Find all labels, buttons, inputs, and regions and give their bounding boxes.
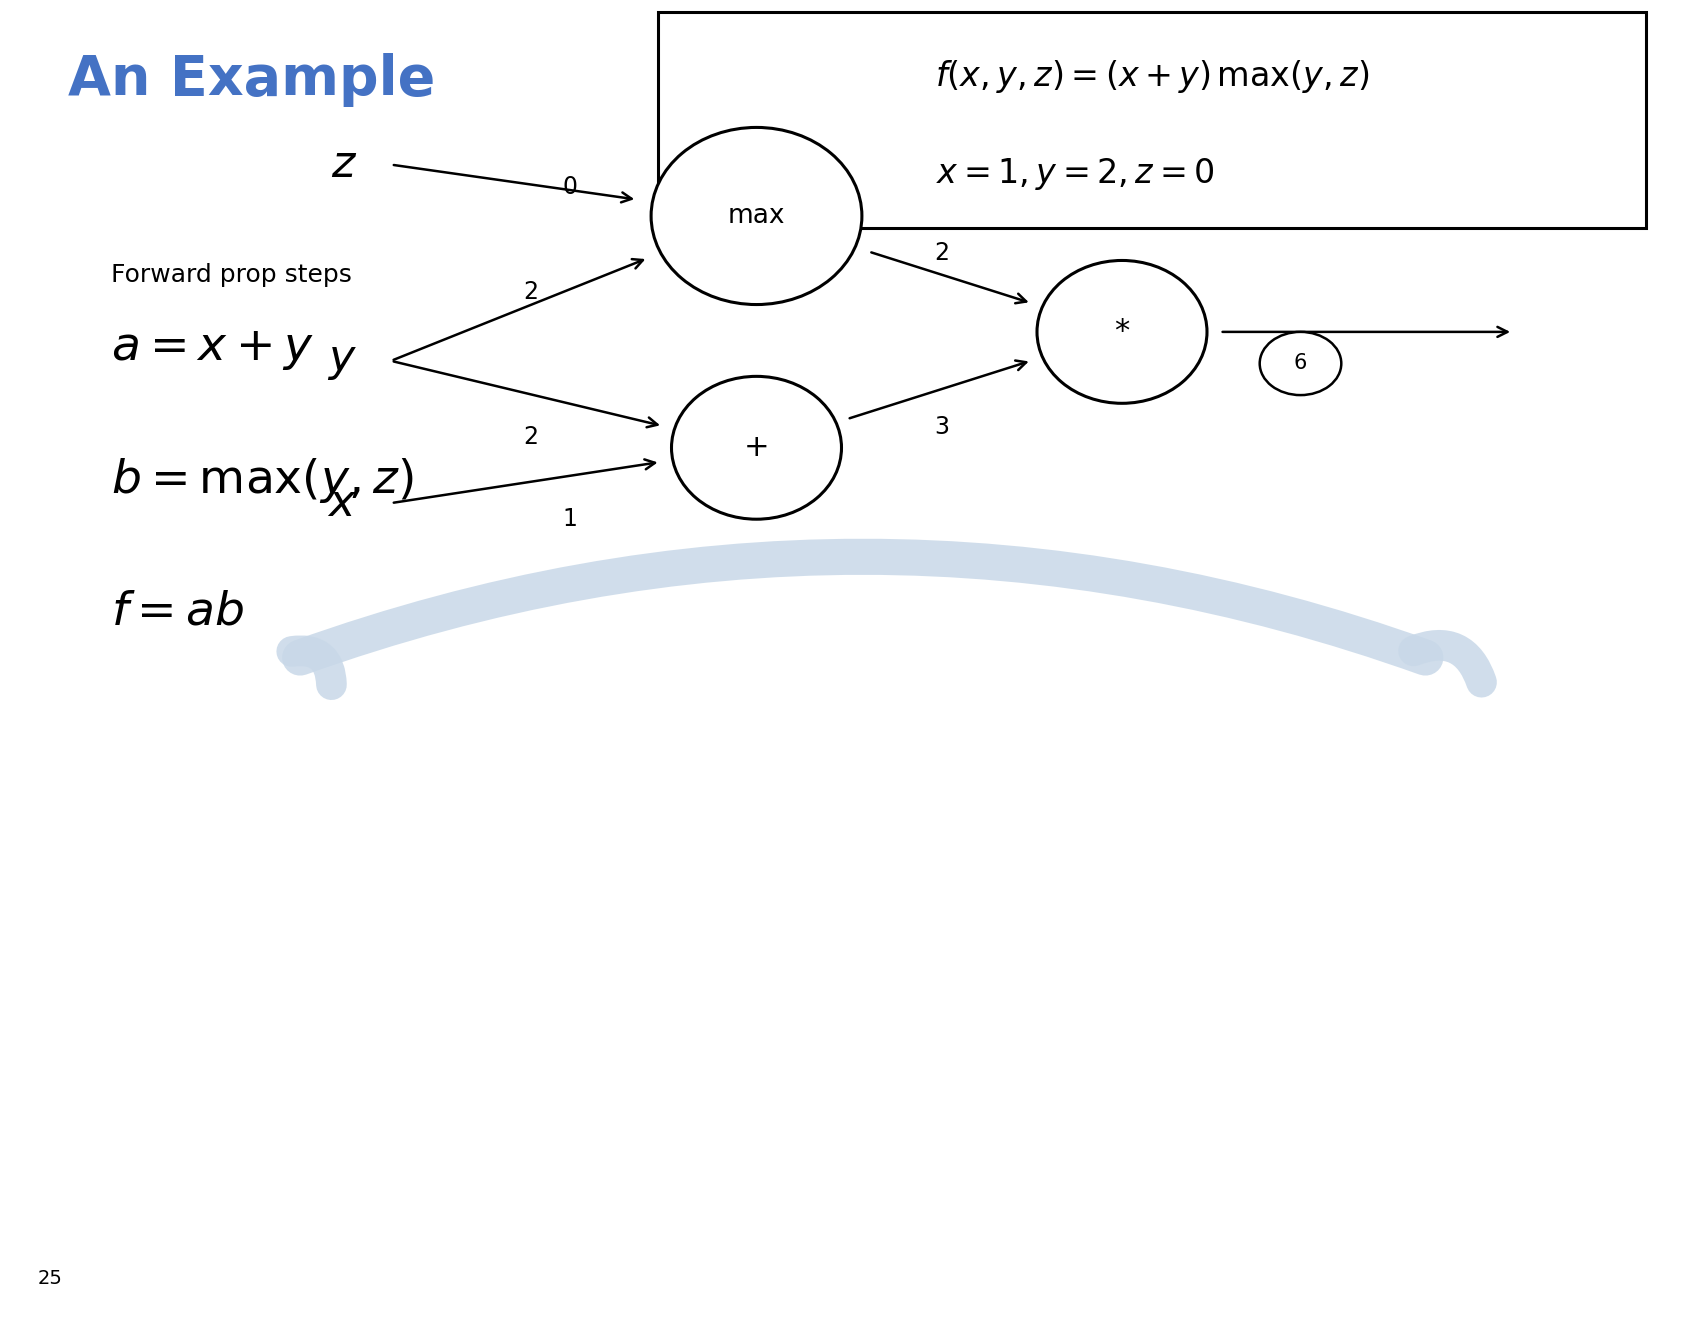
Text: Forward prop steps: Forward prop steps — [110, 263, 352, 287]
Circle shape — [1260, 332, 1341, 395]
Text: 25: 25 — [37, 1270, 63, 1288]
FancyBboxPatch shape — [658, 12, 1646, 228]
Text: max: max — [728, 203, 785, 229]
FancyArrowPatch shape — [292, 651, 332, 685]
Text: 1: 1 — [563, 507, 576, 531]
Text: $b = \mathrm{max}(y, z)$: $b = \mathrm{max}(y, z)$ — [110, 456, 413, 506]
Text: $a = x + y$: $a = x + y$ — [110, 327, 314, 371]
Text: $z$: $z$ — [332, 144, 357, 186]
Text: 0: 0 — [563, 175, 576, 199]
Text: $x$: $x$ — [326, 482, 357, 524]
Ellipse shape — [1037, 261, 1207, 403]
Text: 2: 2 — [524, 281, 537, 304]
Text: 6: 6 — [1294, 353, 1307, 374]
Text: An Example: An Example — [68, 53, 435, 107]
Text: $f(x, y, z) = (x + y)\,\mathrm{max}(y, z)$: $f(x, y, z) = (x + y)\,\mathrm{max}(y, z… — [935, 58, 1368, 95]
Text: *: * — [1115, 317, 1129, 346]
Text: $y$: $y$ — [326, 340, 357, 382]
Text: 3: 3 — [935, 415, 949, 439]
Text: +: + — [743, 433, 770, 462]
Text: 2: 2 — [935, 241, 949, 265]
Ellipse shape — [672, 377, 842, 519]
FancyArrowPatch shape — [1414, 645, 1481, 682]
Text: 2: 2 — [524, 425, 537, 449]
Ellipse shape — [651, 128, 862, 304]
Text: $f = ab$: $f = ab$ — [110, 590, 243, 635]
FancyArrowPatch shape — [301, 557, 1425, 657]
Text: $x = 1, y = 2, z = 0$: $x = 1, y = 2, z = 0$ — [935, 157, 1214, 192]
